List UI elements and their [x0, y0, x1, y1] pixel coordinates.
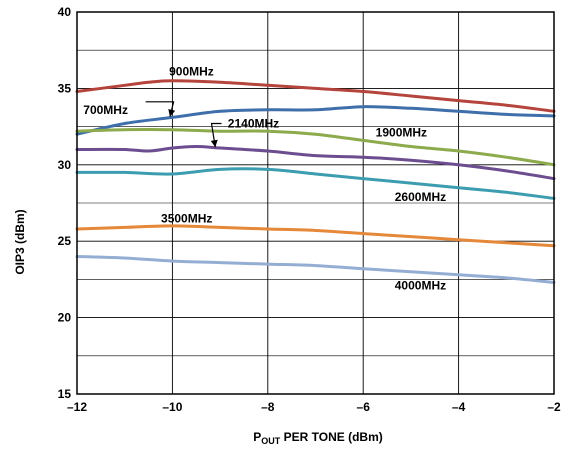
x-tick-label: –2 [547, 400, 561, 414]
y-tick-label: 25 [58, 234, 72, 248]
y-tick-label: 40 [58, 5, 72, 19]
x-axis-tick-labels: –12 –10 –8 –6 –4 –2 [67, 400, 561, 414]
series-label-3500mhz: 3500MHz [161, 211, 212, 225]
y-tick-label: 15 [58, 387, 72, 401]
x-tick-label: –10 [162, 400, 182, 414]
plot-area-border [76, 11, 555, 395]
series-line-2600mhz [75, 167, 556, 200]
series-label-2600mhz: 2600MHz [395, 190, 446, 204]
series-line-3500mhz [75, 224, 556, 248]
series-line-1900mhz [75, 127, 556, 167]
series-annotations: 900MHz 700MHz 2140MHz 1900MHz 2600MHz 3500MHz… [83, 65, 446, 293]
series-line-4000mhz [75, 255, 556, 284]
x-axis-title-subscript: OUT [261, 436, 281, 446]
y-axis-tick-labels: 15 20 25 30 35 40 [58, 5, 72, 401]
series-label-4000mhz: 4000MHz [395, 279, 446, 293]
annotation-arrow-line [145, 101, 175, 117]
y-tick-label: 30 [58, 158, 72, 172]
annotation-arrowhead [168, 109, 176, 117]
series-line-700mhz [75, 105, 556, 136]
grid-lines [76, 11, 555, 395]
y-axis-title: OIP3 (dBm) [13, 209, 27, 274]
series-label-2140mhz: 2140MHz [228, 117, 279, 131]
series-label-1900mhz: 1900MHz [376, 126, 427, 140]
series-line-2140mhz [75, 144, 556, 181]
x-axis-title: POUT PER TONE (dBm) [253, 430, 382, 446]
x-axis-title-rest: PER TONE (dBm) [280, 430, 382, 444]
y-tick-label: 35 [58, 81, 72, 95]
x-tick-label: –12 [67, 400, 87, 414]
x-tick-label: –6 [357, 400, 371, 414]
series-label-700mhz: 700MHz [83, 103, 128, 117]
series-line-900mhz [75, 79, 556, 113]
x-axis-title-main: P [253, 430, 261, 444]
y-tick-label: 20 [58, 311, 72, 325]
series-label-900mhz: 900MHz [169, 65, 214, 79]
series-lines [75, 79, 556, 284]
x-tick-label: –8 [261, 400, 275, 414]
annotation-arrowhead [210, 139, 218, 148]
annotation-arrow-line [210, 122, 222, 148]
x-tick-label: –4 [452, 400, 466, 414]
